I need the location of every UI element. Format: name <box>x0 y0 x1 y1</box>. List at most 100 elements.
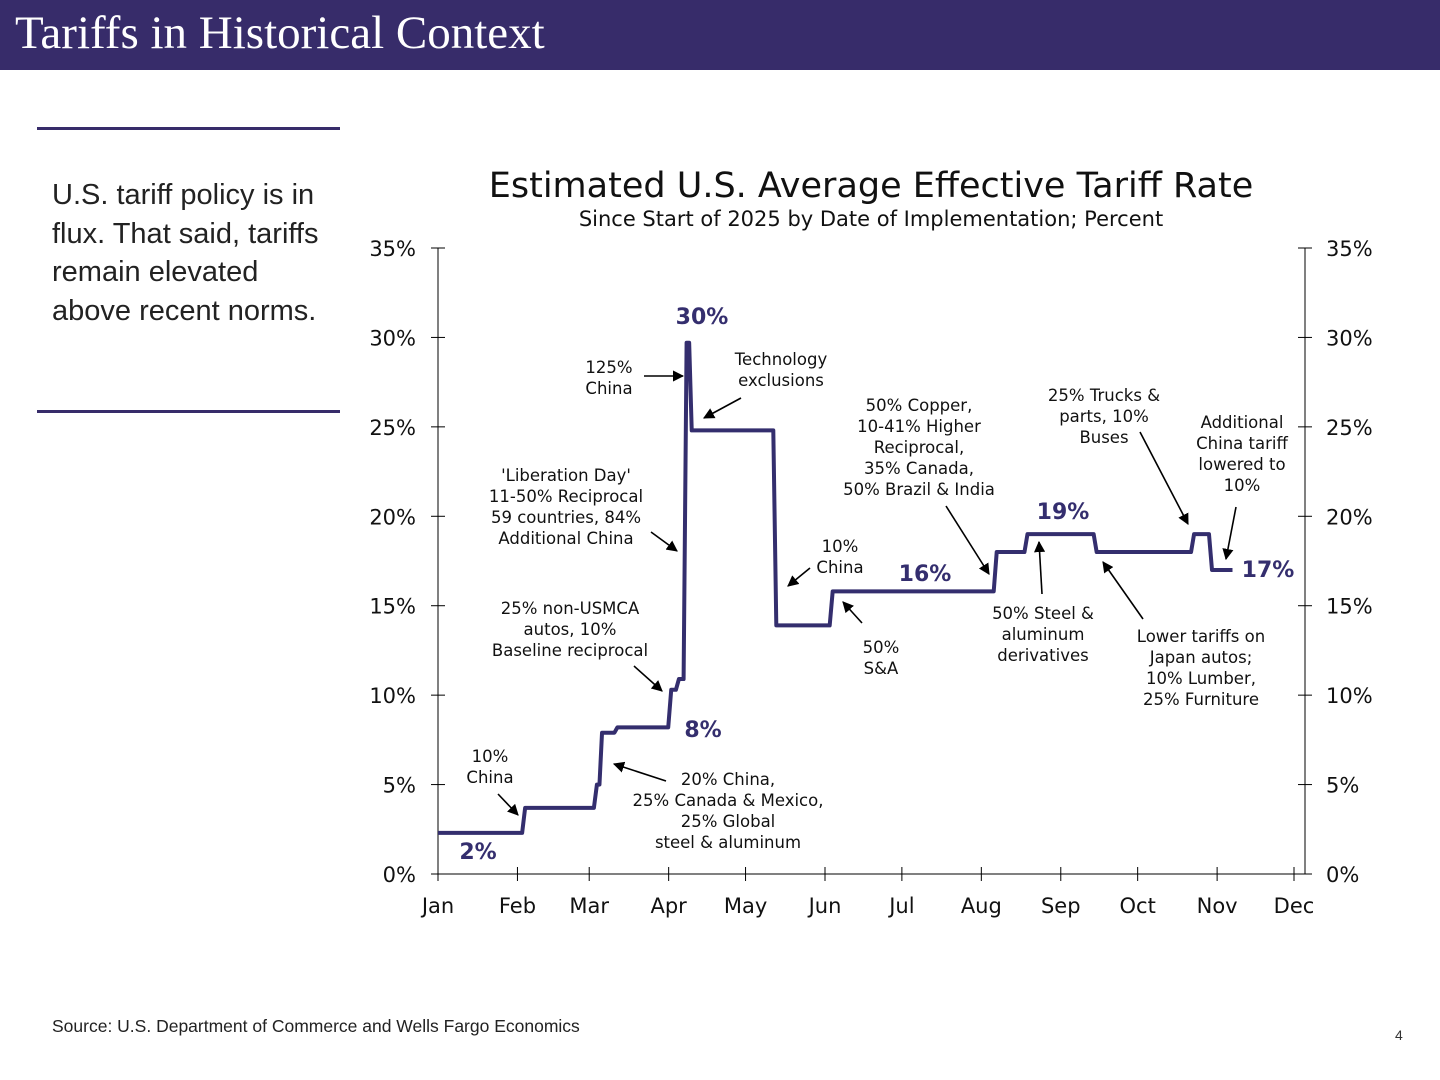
annotation-line: 125% <box>585 358 632 377</box>
annotation-line: 35% Canada, <box>864 459 974 478</box>
annotation-line: steel & aluminum <box>655 833 801 852</box>
arrow-icon <box>633 665 663 692</box>
annotation: 20% China, 25% Canada & Mexico, 25% Global… <box>612 761 824 852</box>
annotation: 10% China <box>466 747 519 816</box>
annotation-line: derivatives <box>997 646 1088 665</box>
annotation-line: parts, 10% <box>1059 407 1149 426</box>
annotation-line: China <box>585 379 632 398</box>
annotation-text: 25% Trucks & parts, 10% Buses <box>1048 386 1160 447</box>
annotation-text: 50% S&A <box>863 638 900 678</box>
annotation-line: autos, 10% <box>524 620 617 639</box>
value-label: 2% <box>459 840 496 865</box>
x-tick-label: Nov <box>1197 894 1238 918</box>
y-tick-label-right: 15% <box>1326 595 1373 619</box>
annotation-text: Technology exclusions <box>734 350 828 390</box>
annotation-line: 25% Trucks & <box>1048 386 1160 405</box>
y-tick-label-right: 35% <box>1326 237 1373 261</box>
annotation-line: 'Liberation Day' <box>501 466 631 485</box>
annotation-line: lowered to <box>1198 455 1285 474</box>
annotations: 125% China Technology exclusions 'Liberation… <box>466 350 1288 852</box>
annotation-text: 50% Steel & aluminum derivatives <box>992 604 1094 665</box>
sidebar-text: U.S. tariff policy is in flux. That said… <box>52 179 319 327</box>
annotation-text: 10% China <box>816 537 863 577</box>
value-label: 30% <box>676 305 729 330</box>
x-tick-label: Mar <box>569 894 609 918</box>
annotation-line: 10% <box>472 747 509 766</box>
annotation-line: Reciprocal, <box>874 438 965 457</box>
annotation-line: 20% China, <box>681 770 775 789</box>
annotation: 'Liberation Day' 11-50% Reciprocal 59 coun… <box>489 466 678 552</box>
annotation-line: 10% Lumber, <box>1146 669 1256 688</box>
annotation-line: China <box>466 768 513 787</box>
annotation: 10% China <box>787 537 864 587</box>
annotation: 50% S&A <box>842 601 900 678</box>
x-tick-label: Feb <box>499 894 536 918</box>
chart-subtitle: Since Start of 2025 by Date of Implement… <box>579 207 1163 231</box>
value-label: 17% <box>1242 558 1295 583</box>
value-label: 16% <box>899 562 952 587</box>
annotation-line: 25% Furniture <box>1143 690 1259 709</box>
arrow-icon <box>842 601 863 624</box>
value-labels: 2% 8% 30% 16% 19% 17% <box>459 305 1294 865</box>
arrow-icon <box>1139 431 1189 525</box>
arrow-icon <box>703 397 742 419</box>
annotation-line: 50% <box>863 638 900 657</box>
annotation-line: 59 countries, 84% <box>491 508 641 527</box>
divider-bottom <box>37 410 340 413</box>
y-tick-label-left: 20% <box>369 505 416 529</box>
annotation-text: Lower tariffs on Japan autos; 10% Lumber, 2… <box>1137 627 1265 709</box>
x-tick-label: May <box>724 894 767 918</box>
annotation: 125% China <box>585 358 685 398</box>
annotation-text: 10% China <box>466 747 513 787</box>
arrow-icon <box>1102 561 1144 620</box>
annotation: 50% Steel & aluminum derivatives <box>992 540 1094 665</box>
annotation: Technology exclusions <box>703 350 828 419</box>
annotation-line: Technology <box>734 350 828 369</box>
page-number: 4 <box>1395 1027 1403 1043</box>
chart-title: Estimated U.S. Average Effective Tariff … <box>489 166 1253 206</box>
annotation-text: 20% China, 25% Canada & Mexico, 25% Global… <box>633 770 824 852</box>
y-tick-label-right: 0% <box>1326 863 1359 887</box>
annotation: 50% Copper, 10-41% Higher Reciprocal, 35% C… <box>843 396 995 575</box>
annotation-line: 25% Canada & Mexico, <box>633 791 824 810</box>
annotation-line: S&A <box>864 659 899 678</box>
y-tick-label-left: 25% <box>369 416 416 440</box>
x-tick-label: Jul <box>887 894 914 918</box>
y-tick-label-right: 20% <box>1326 505 1373 529</box>
value-label: 8% <box>684 718 721 743</box>
y-tick-label-left: 35% <box>369 237 416 261</box>
y-tick-label-right: 5% <box>1326 774 1359 798</box>
annotation-line: China tariff <box>1196 434 1288 453</box>
annotation-line: 11-50% Reciprocal <box>489 487 643 506</box>
annotation-line: Additional China <box>498 529 633 548</box>
annotation-line: 25% non-USMCA <box>501 599 640 618</box>
x-tick-label: Aug <box>961 894 1002 918</box>
arrow-icon <box>1033 540 1046 595</box>
y-tick-label-right: 10% <box>1326 684 1373 708</box>
y-tick-label-left: 5% <box>383 774 416 798</box>
tariff-rate-line <box>438 340 1233 835</box>
annotation-text: 'Liberation Day' 11-50% Reciprocal 59 coun… <box>489 466 643 548</box>
annotation-line: 50% Steel & <box>992 604 1094 623</box>
annotation: 25% Trucks & parts, 10% Buses <box>1048 386 1189 525</box>
y-tick-label-left: 15% <box>369 595 416 619</box>
y-tick-label-left: 0% <box>383 863 416 887</box>
annotation: Lower tariffs on Japan autos; 10% Lumber, 2… <box>1102 561 1265 709</box>
arrow-icon <box>612 761 667 782</box>
arrow-icon <box>497 793 519 816</box>
y-tick-label-left: 10% <box>369 684 416 708</box>
value-label: 19% <box>1037 500 1090 525</box>
annotation-line: 10-41% Higher <box>857 417 981 436</box>
annotation-line: China <box>816 558 863 577</box>
annotation-text: 125% China <box>585 358 632 398</box>
annotation-text: 50% Copper, 10-41% Higher Reciprocal, 35% C… <box>843 396 995 499</box>
annotation-line: exclusions <box>738 371 824 390</box>
annotation-line: 10% <box>1224 476 1261 495</box>
arrow-icon <box>945 505 990 575</box>
annotation-text: 25% non-USMCA autos, 10% Baseline reciproc… <box>492 599 648 660</box>
annotation-line: 10% <box>822 537 859 556</box>
annotation: Additional China tariff lowered to 10% <box>1196 413 1288 561</box>
x-tick-label: Jan <box>420 894 454 918</box>
x-tick-label: Sep <box>1041 894 1081 918</box>
